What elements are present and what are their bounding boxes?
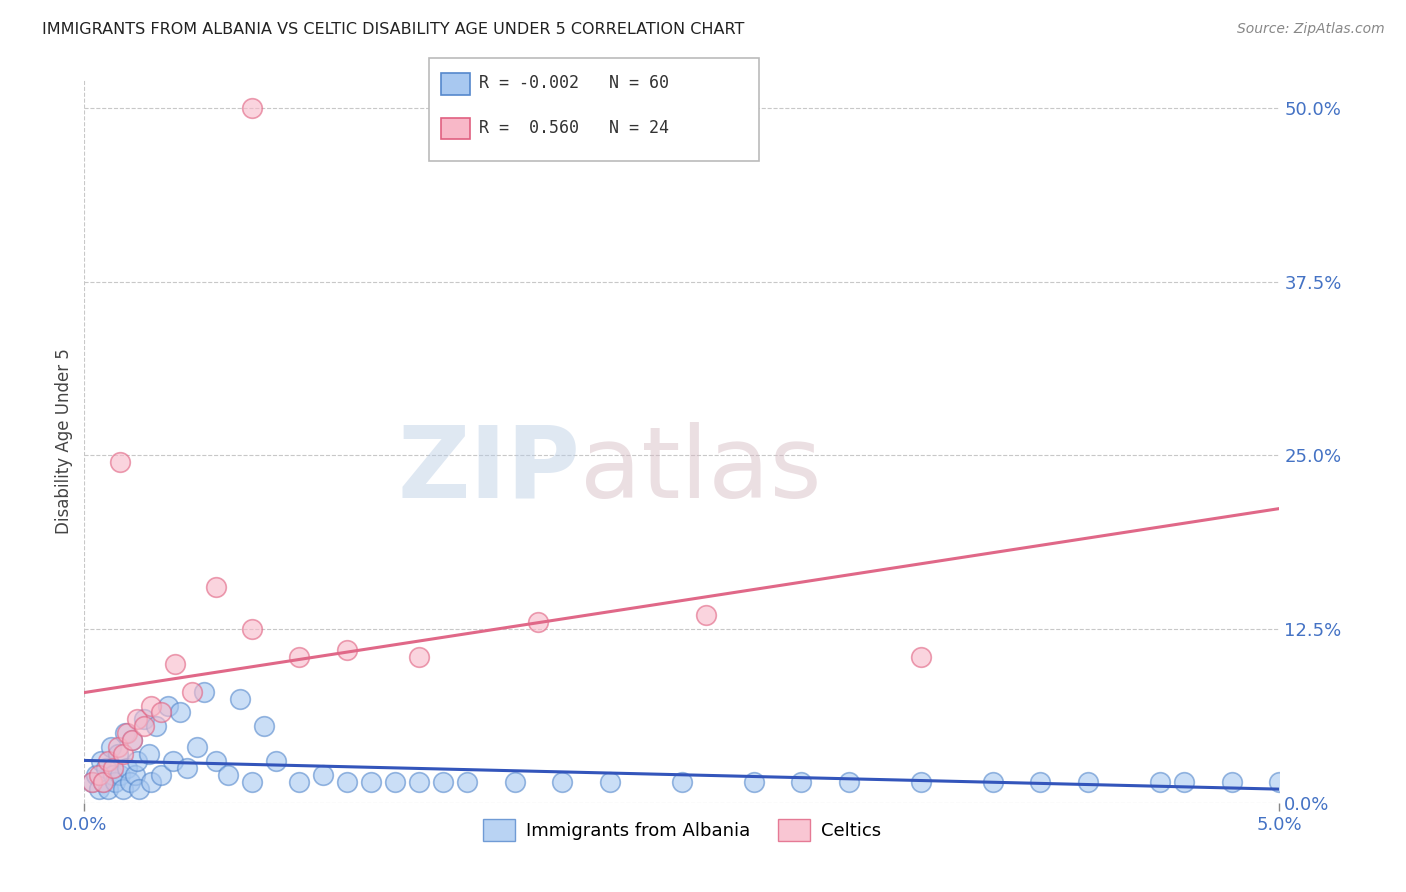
Point [94, 761, 117, 775]
Point [527, 615, 550, 630]
Point [1173, 775, 1195, 789]
Point [205, 754, 228, 768]
Point [157, 698, 180, 713]
Text: ZIP: ZIP [398, 422, 581, 519]
Point [93, 775, 115, 789]
Point [124, 768, 146, 782]
Point [384, 775, 406, 789]
Point [87, 768, 110, 782]
Point [742, 775, 765, 789]
Point [111, 781, 134, 796]
Point [193, 684, 215, 698]
Point [1149, 775, 1171, 789]
Point [149, 706, 172, 720]
Point [217, 768, 239, 782]
Point [110, 768, 132, 782]
Point [101, 768, 124, 782]
Point [138, 747, 160, 761]
Point [145, 719, 167, 733]
Point [790, 775, 813, 789]
Point [551, 775, 574, 789]
Point [229, 691, 252, 706]
Point [104, 775, 127, 789]
Text: R = -0.002   N = 60: R = -0.002 N = 60 [479, 74, 669, 92]
Point [80, 775, 103, 789]
Point [107, 740, 129, 755]
Point [288, 649, 311, 664]
Point [1220, 775, 1243, 789]
Point [240, 775, 263, 789]
Point [910, 649, 932, 664]
Point [671, 775, 693, 789]
Point [312, 768, 335, 782]
Point [240, 101, 263, 115]
Point [695, 608, 717, 623]
Point [981, 775, 1004, 789]
Point [503, 775, 526, 789]
Y-axis label: Disability Age Under 5: Disability Age Under 5 [55, 349, 73, 534]
Point [205, 581, 228, 595]
Point [128, 781, 150, 796]
Point [111, 747, 134, 761]
Text: R =  0.560   N = 24: R = 0.560 N = 24 [479, 119, 669, 136]
Point [910, 775, 932, 789]
Point [87, 781, 110, 796]
Point [107, 747, 129, 761]
Point [253, 719, 276, 733]
Point [86, 768, 108, 782]
Point [186, 740, 208, 755]
Point [110, 455, 132, 469]
Point [97, 754, 120, 768]
Point [121, 733, 143, 747]
Point [456, 775, 478, 789]
Point [97, 781, 120, 796]
Point [1268, 775, 1291, 789]
Point [117, 761, 139, 775]
Point [162, 754, 184, 768]
Point [132, 713, 156, 727]
Point [141, 698, 163, 713]
Point [132, 719, 156, 733]
Point [100, 740, 122, 755]
Text: Source: ZipAtlas.com: Source: ZipAtlas.com [1237, 22, 1385, 37]
Point [1077, 775, 1099, 789]
Legend: Immigrants from Albania, Celtics: Immigrants from Albania, Celtics [475, 812, 889, 848]
Point [125, 713, 148, 727]
Point [118, 775, 141, 789]
Point [141, 775, 163, 789]
Point [90, 754, 112, 768]
Point [121, 733, 143, 747]
Point [264, 754, 287, 768]
Text: atlas: atlas [581, 422, 823, 519]
Point [176, 761, 198, 775]
Point [360, 775, 382, 789]
Point [181, 684, 204, 698]
Text: IMMIGRANTS FROM ALBANIA VS CELTIC DISABILITY AGE UNDER 5 CORRELATION CHART: IMMIGRANTS FROM ALBANIA VS CELTIC DISABI… [42, 22, 745, 37]
Point [408, 649, 430, 664]
Point [599, 775, 621, 789]
Point [169, 706, 191, 720]
Point [336, 643, 359, 657]
Point [80, 775, 103, 789]
Point [288, 775, 311, 789]
Point [125, 754, 148, 768]
Point [408, 775, 430, 789]
Point [165, 657, 187, 671]
Point [149, 768, 172, 782]
Point [93, 775, 115, 789]
Point [240, 622, 263, 636]
Point [117, 726, 139, 740]
Point [336, 775, 359, 789]
Point [114, 726, 136, 740]
Point [838, 775, 860, 789]
Point [101, 761, 124, 775]
Point [1029, 775, 1052, 789]
Point [432, 775, 454, 789]
